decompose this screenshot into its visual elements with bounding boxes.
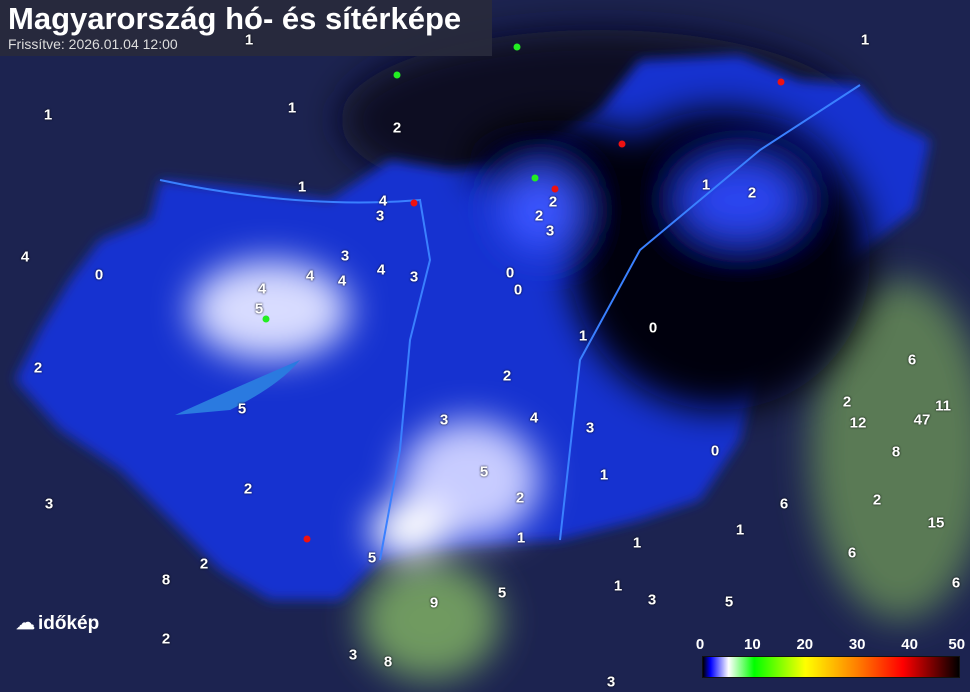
snow-depth-label[interactable]: 4: [305, 267, 315, 285]
legend-tick: 0: [695, 636, 705, 653]
snow-depth-label[interactable]: 1: [43, 106, 53, 124]
snow-depth-label[interactable]: 3: [409, 268, 419, 286]
snow-depth-label[interactable]: 1: [287, 99, 297, 117]
snow-depth-label[interactable]: 1: [516, 529, 526, 547]
snow-depth-label[interactable]: 11: [935, 397, 951, 415]
logo-text: időkép: [38, 612, 100, 634]
red-station-marker[interactable]: [551, 185, 559, 193]
snow-depth-label[interactable]: 2: [243, 480, 253, 498]
snow-depth-label[interactable]: 0: [505, 264, 515, 282]
snow-depth-label[interactable]: 2: [515, 489, 525, 507]
snow-depth-label[interactable]: 4: [378, 192, 388, 210]
snow-depth-label[interactable]: 2: [534, 207, 544, 225]
snow-depth-label[interactable]: 5: [254, 300, 264, 318]
red-station-marker[interactable]: [303, 535, 311, 543]
snow-depth-label[interactable]: 3: [340, 247, 350, 265]
snow-depth-label[interactable]: 2: [548, 193, 558, 211]
snow-depth-label[interactable]: 4: [20, 248, 30, 266]
snow-depth-label[interactable]: 1: [599, 466, 609, 484]
red-station-marker[interactable]: [618, 140, 626, 148]
snow-depth-label[interactable]: 3: [348, 646, 358, 664]
green-station-marker[interactable]: [513, 43, 521, 51]
snow-depth-label[interactable]: 2: [392, 119, 402, 137]
snow-depth-label[interactable]: 0: [710, 442, 720, 460]
snow-depth-label[interactable]: 5: [497, 584, 507, 602]
snow-depth-label[interactable]: 47: [913, 411, 931, 429]
snow-depth-label[interactable]: 5: [237, 400, 247, 418]
lake-balaton: [175, 360, 300, 415]
snow-depth-label[interactable]: 3: [439, 411, 449, 429]
snow-depth-label[interactable]: 0: [648, 319, 658, 337]
snow-depth-label[interactable]: 1: [860, 31, 870, 49]
snow-depth-label[interactable]: 5: [367, 549, 377, 567]
legend-color-bar: [702, 656, 960, 678]
page-title: Magyarország hó- és sítérképe: [8, 1, 462, 36]
idokep-logo[interactable]: ☁ időkép: [16, 612, 99, 635]
snow-depth-label[interactable]: 12: [849, 414, 867, 432]
legend-tick: 40: [901, 636, 918, 653]
tisza-river: [559, 84, 861, 541]
snow-depth-label[interactable]: 1: [735, 521, 745, 539]
snow-depth-label[interactable]: 4: [376, 261, 386, 279]
snow-depth-label[interactable]: 0: [94, 266, 104, 284]
snow-depth-label[interactable]: 3: [585, 419, 595, 437]
snow-depth-label[interactable]: 2: [872, 491, 882, 509]
snow-depth-label[interactable]: 1: [244, 31, 254, 49]
snow-depth-label[interactable]: 5: [724, 593, 734, 611]
snow-depth-label[interactable]: 2: [747, 184, 757, 202]
snow-depth-label[interactable]: 4: [529, 409, 539, 427]
updated-timestamp: Frissítve: 2026.01.04 12:00: [8, 36, 178, 52]
red-station-marker[interactable]: [777, 78, 785, 86]
red-station-marker[interactable]: [410, 199, 418, 207]
snow-depth-label[interactable]: 1: [701, 176, 711, 194]
legend-tick: 20: [796, 636, 814, 653]
snow-depth-label[interactable]: 3: [44, 495, 54, 513]
green-station-marker[interactable]: [393, 71, 401, 79]
snow-depth-label[interactable]: 2: [842, 393, 852, 411]
snow-depth-label[interactable]: 3: [375, 207, 385, 225]
snow-depth-label[interactable]: 15: [927, 514, 945, 532]
snow-depth-label[interactable]: 8: [161, 571, 171, 589]
snow-depth-label[interactable]: 1: [578, 327, 588, 345]
title-box: Magyarország hó- és sítérképe Frissítve:…: [0, 0, 492, 56]
snow-depth-label[interactable]: 4: [337, 272, 347, 290]
danube-river: [159, 179, 432, 561]
snow-depth-label[interactable]: 2: [502, 367, 512, 385]
green-station-marker[interactable]: [262, 315, 270, 323]
snow-depth-label[interactable]: 3: [647, 591, 657, 609]
snow-depth-label[interactable]: 6: [847, 544, 857, 562]
snow-depth-label[interactable]: 6: [779, 495, 789, 513]
legend-tick: 50: [948, 636, 966, 653]
snow-depth-label[interactable]: 2: [161, 630, 171, 648]
color-legend: 0 10 20 30 40 50: [696, 636, 966, 678]
snow-depth-label[interactable]: 2: [33, 359, 43, 377]
snow-depth-label[interactable]: 0: [513, 281, 523, 299]
snow-depth-label[interactable]: 1: [632, 534, 642, 552]
legend-tick: 30: [848, 636, 866, 653]
cloud-icon: ☁: [16, 613, 35, 634]
snow-depth-label[interactable]: 3: [545, 222, 555, 240]
snow-depth-label[interactable]: 8: [891, 443, 901, 461]
snow-depth-label[interactable]: 2: [199, 555, 209, 573]
snow-depth-label[interactable]: 5: [479, 463, 489, 481]
snow-depth-label[interactable]: 9: [429, 594, 439, 612]
snow-depth-label[interactable]: 1: [613, 577, 623, 595]
snow-depth-label[interactable]: 6: [951, 574, 961, 592]
green-station-marker[interactable]: [531, 174, 539, 182]
snow-depth-label[interactable]: 3: [606, 673, 616, 691]
snow-depth-label[interactable]: 8: [383, 653, 393, 671]
snow-depth-label[interactable]: 6: [907, 351, 917, 369]
snow-depth-label[interactable]: 1: [297, 178, 307, 196]
snow-depth-label[interactable]: 4: [257, 280, 267, 298]
legend-tick: 10: [744, 636, 761, 653]
